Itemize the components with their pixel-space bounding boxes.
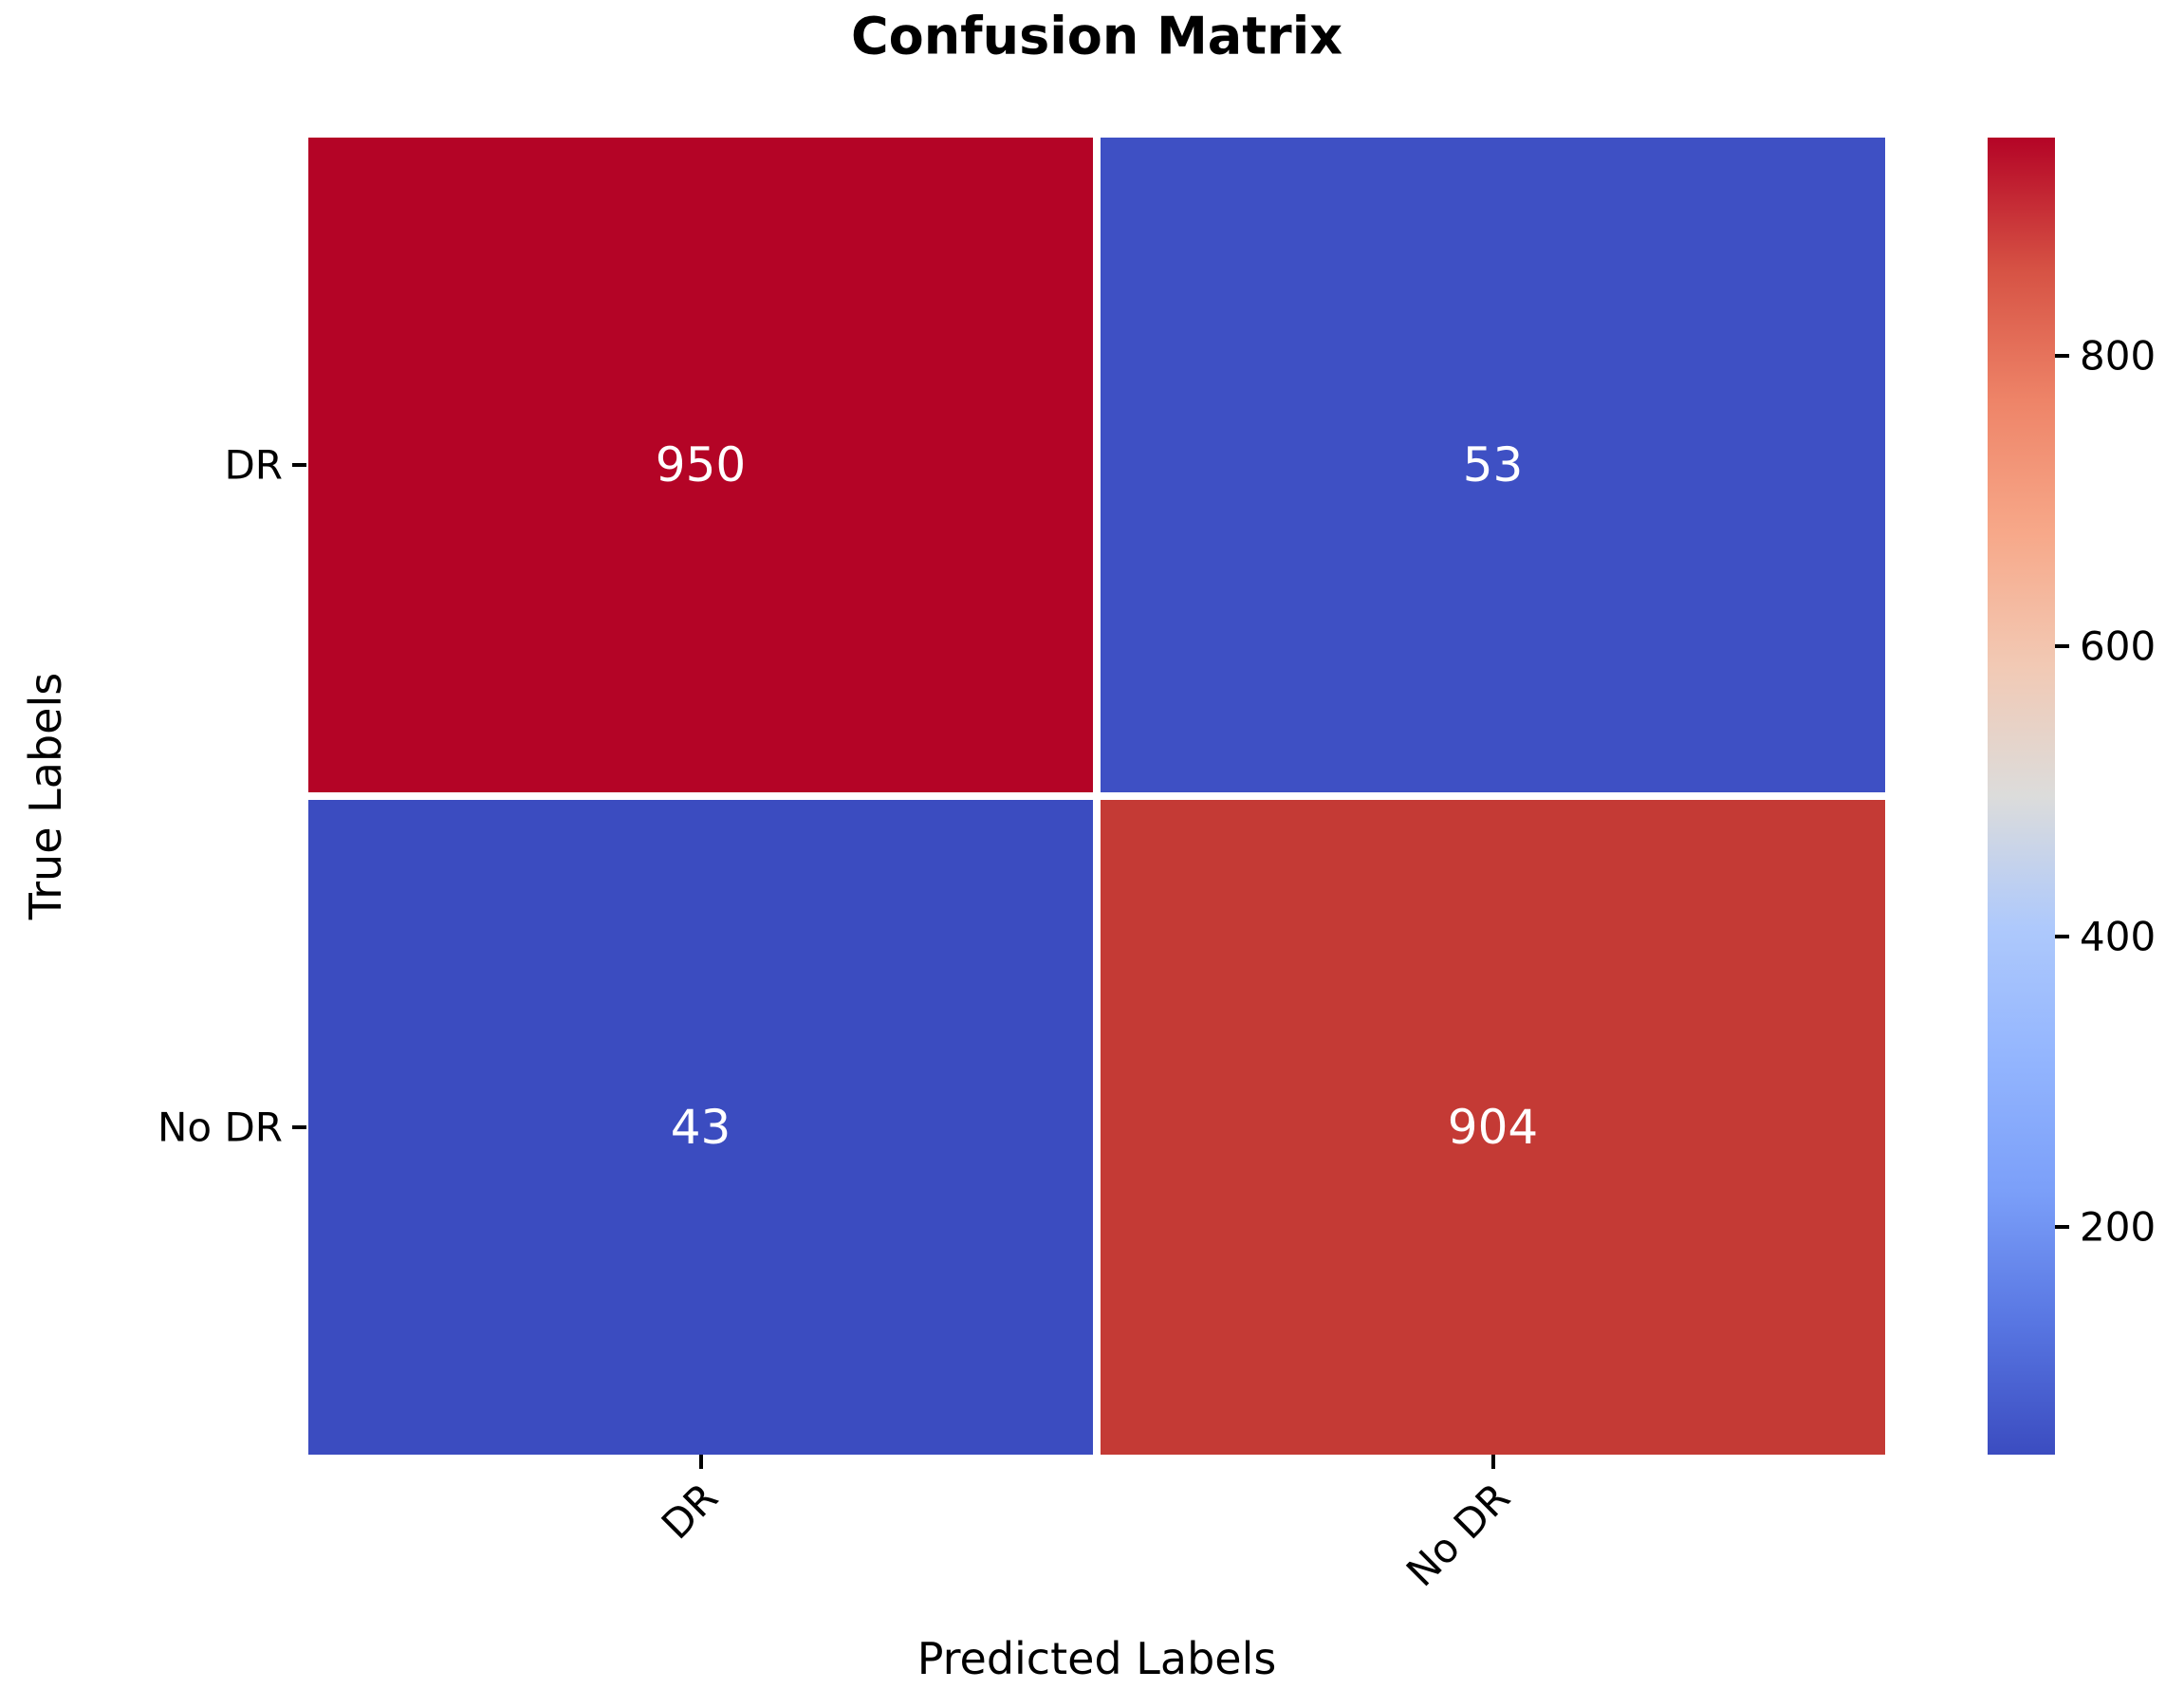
y-tick-mark	[292, 463, 306, 467]
x-tick-mark	[698, 1455, 703, 1469]
colorbar-tick-mark	[2055, 643, 2069, 648]
heatmap-cell-DR-DR: 950	[308, 138, 1093, 792]
heatmap-cell-No DR-No DR: 904	[1101, 800, 1885, 1455]
colorbar-tick-label: 600	[2080, 622, 2156, 670]
cell-value: 950	[655, 437, 747, 492]
colorbar-tick-mark	[2055, 1224, 2069, 1229]
colorbar-tick-label: 200	[2080, 1203, 2156, 1251]
cell-value: 53	[1462, 437, 1524, 492]
colorbar-tick-mark	[2055, 934, 2069, 938]
y-tick-label: DR	[224, 441, 283, 489]
colorbar-tick-mark	[2055, 353, 2069, 358]
x-tick-label: DR	[652, 1474, 727, 1549]
colorbar-tick-label: 800	[2080, 332, 2156, 380]
y-tick-label: No DR	[157, 1104, 283, 1151]
cell-value: 904	[1447, 1100, 1539, 1155]
cell-value: 43	[670, 1100, 731, 1155]
heatmap-cell-DR-No DR: 53	[1101, 138, 1885, 792]
x-tick-mark	[1490, 1455, 1495, 1469]
y-axis-label: True Labels	[20, 672, 71, 920]
chart-title: Confusion Matrix	[850, 6, 1343, 66]
colorbar-tick-label: 400	[2080, 913, 2156, 960]
heatmap-cell-No DR-DR: 43	[308, 800, 1093, 1455]
y-tick-mark	[292, 1125, 306, 1129]
x-tick-label: No DR	[1397, 1474, 1519, 1596]
heatmap-grid: 950 53 43 904	[308, 138, 1885, 1455]
x-axis-label: Predicted Labels	[916, 1633, 1277, 1684]
colorbar	[1988, 138, 2055, 1455]
